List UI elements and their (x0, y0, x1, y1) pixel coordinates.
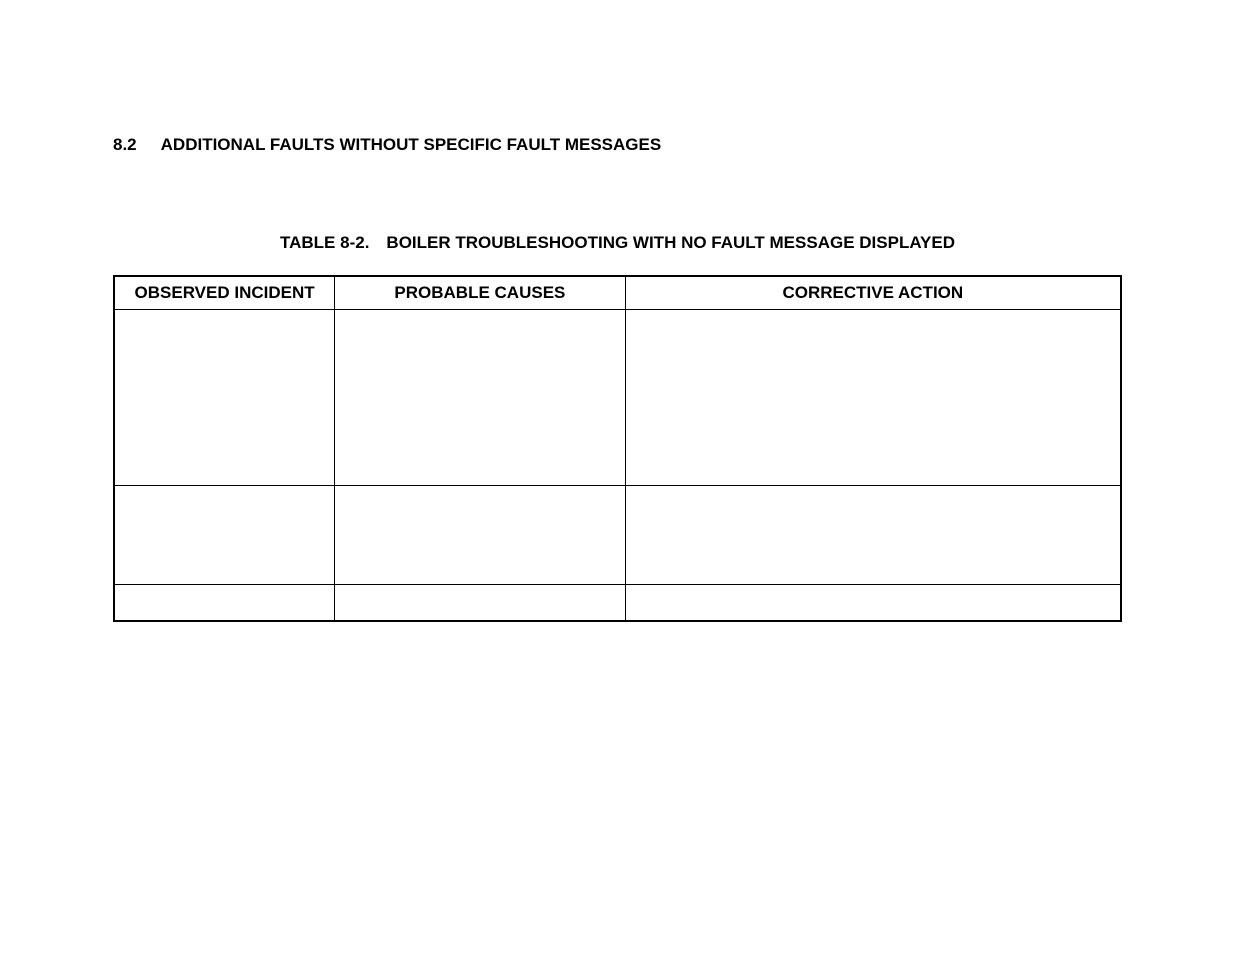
table-cell (625, 585, 1121, 621)
section-number: 8.2 (113, 135, 137, 155)
table-title: TABLE 8-2. BOILER TROUBLESHOOTING WITH N… (113, 233, 1122, 253)
table-cell (625, 486, 1121, 585)
table-row (114, 310, 1121, 486)
section-title: ADDITIONAL FAULTS WITHOUT SPECIFIC FAULT… (161, 135, 662, 155)
table-cell (335, 310, 625, 486)
table-cell (335, 486, 625, 585)
table-header-row: OBSERVED INCIDENT PROBABLE CAUSES CORREC… (114, 276, 1121, 310)
troubleshooting-table: OBSERVED INCIDENT PROBABLE CAUSES CORREC… (113, 275, 1122, 622)
table-cell (114, 486, 335, 585)
table-cell (114, 310, 335, 486)
column-header-probable: PROBABLE CAUSES (335, 276, 625, 310)
table-cell (335, 585, 625, 621)
table-cell (625, 310, 1121, 486)
page-container: 8.2 ADDITIONAL FAULTS WITHOUT SPECIFIC F… (0, 0, 1235, 622)
table-cell (114, 585, 335, 621)
column-header-observed: OBSERVED INCIDENT (114, 276, 335, 310)
table-row (114, 585, 1121, 621)
table-wrapper: OBSERVED INCIDENT PROBABLE CAUSES CORREC… (113, 275, 1122, 622)
section-header: 8.2 ADDITIONAL FAULTS WITHOUT SPECIFIC F… (113, 135, 1122, 155)
column-header-corrective: CORRECTIVE ACTION (625, 276, 1121, 310)
table-row (114, 486, 1121, 585)
